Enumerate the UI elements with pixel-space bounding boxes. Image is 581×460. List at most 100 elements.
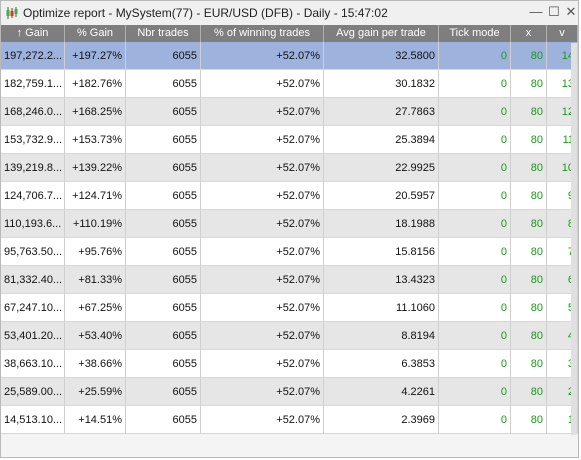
table-row[interactable]: 14,513.10...+14.51%6055+52.07%2.39690801 [1,406,578,434]
column-header-nbr-trades[interactable]: Nbr trades [126,25,201,42]
column-header-label: Avg gain per trade [336,27,426,39]
cell-gain: 81,332.40... [1,266,65,294]
table-row[interactable]: 67,247.10... +67.25% 6055 +52.07% 11.1060 0 80… [1,294,578,322]
column-header-label: Gain [25,27,49,39]
cell-avg-gain-per-trade: 6.3853 [324,350,439,378]
column-header-pct-winning-trades[interactable]: % of winning trades [201,25,324,42]
cell-x: 80 [511,98,547,126]
cell-pct-gain: +81.33% [65,266,126,294]
cell-x: 80 [511,210,547,238]
cell-tick-mode: 0 [439,210,511,238]
column-header-avg-gain-per-trade[interactable]: Avg gain per trade [324,25,439,42]
cell-pct-gain: +14.51% [65,406,126,434]
cell-gain: 153,732.9... [1,126,65,154]
sort-ascending-icon: ↑ [16,27,26,39]
cell-pct-winning-trades: +52.07% [201,406,324,434]
table-row[interactable]: 25,589.00...+25.59%6055+52.07%4.22610802 [1,378,578,406]
column-header-label: % Gain [76,27,114,39]
cell-pct-winning-trades: +52.07% [201,70,324,98]
minimize-button[interactable]: — [529,4,543,19]
cell-avg-gain-per-trade: 32.5800 [324,42,439,70]
cell-x: 80 [511,182,547,210]
cell-nbr-trades: 6055 [126,294,201,322]
cell-x: 80 [511,322,547,350]
table-row[interactable]: 153,732.9... +153.73% 6055 +52.07% 25.3894 0 8… [1,126,578,154]
cell-pct-winning-trades: +52.07% [201,322,324,350]
cell-avg-gain-per-trade: 27.7863 [324,98,439,126]
cell-nbr-trades: 6055 [126,154,201,182]
table-row[interactable]: 95,763.50... +95.76% 6055 +52.07% 15.8156 0 80… [1,238,578,266]
column-header-label: Nbr trades [137,27,189,39]
cell-x: 80 [511,350,547,378]
table-row[interactable]: 197,272.2... +197.27% 6055 +52.07% 32.5800 0 8… [1,42,578,70]
cell-avg-gain-per-trade: 11.1060 [324,294,439,322]
column-header-pct-gain[interactable]: % Gain [65,25,126,42]
table-row[interactable]: 53,401.20...+53.40%6055+52.07%8.81940804 [1,322,578,350]
column-header-label: x [525,27,532,39]
cell-avg-gain-per-trade: 25.3894 [324,126,439,154]
cell-pct-winning-trades: +52.07% [201,350,324,378]
cell-nbr-trades: 6055 [126,266,201,294]
table-row[interactable]: 110,193.6... +110.19% 6055 +52.07% 18.1988 0 8… [1,210,578,238]
cell-pct-winning-trades: +52.07% [201,98,324,126]
table-row[interactable]: 38,663.10...+38.66%6055+52.07%6.38530803 [1,350,578,378]
status-bar [1,435,578,457]
close-button[interactable]: ✕ [565,4,577,19]
cell-pct-winning-trades: +52.07% [201,42,324,70]
table-header: ↑ Gain % Gain Nbr trades % of winning trade… [1,25,578,42]
cell-tick-mode: 0 [439,378,511,406]
cell-gain: 124,706.7... [1,182,65,210]
cell-nbr-trades: 6055 [126,182,201,210]
cell-pct-gain: +153.73% [65,126,126,154]
column-header-label: % of winning trades [214,27,310,39]
cell-pct-winning-trades: +52.07% [201,238,324,266]
table-row[interactable]: 139,219.8... +139.22% 6055 +52.07% 22.9925 0 8… [1,154,578,182]
table-row[interactable]: 182,759.1... +182.76% 6055 +52.07% 30.1832 0 8… [1,70,578,98]
cell-tick-mode: 0 [439,266,511,294]
table-row[interactable]: 124,706.7... +124.71% 6055 +52.07% 20.5957 0 8… [1,182,578,210]
cell-x: 80 [511,406,547,434]
cell-gain: 168,246.0... [1,98,65,126]
column-header-v[interactable]: v [547,25,578,42]
cell-nbr-trades: 6055 [126,98,201,126]
window-title: Optimize report - MySystem(77) - EUR/USD… [23,6,388,20]
cell-tick-mode: 0 [439,322,511,350]
cell-gain: 67,247.10... [1,294,65,322]
cell-gain: 14,513.10... [1,406,65,434]
cell-gain: 182,759.1... [1,70,65,98]
cell-pct-gain: +197.27% [65,42,126,70]
cell-pct-winning-trades: +52.07% [201,378,324,406]
column-header-tick-mode[interactable]: Tick mode [439,25,511,42]
cell-pct-winning-trades: +52.07% [201,154,324,182]
cell-avg-gain-per-trade: 8.8194 [324,322,439,350]
column-header-gain[interactable]: ↑ Gain [1,25,65,42]
table-row[interactable]: 168,246.0... +168.25% 6055 +52.07% 27.7863 0 8… [1,98,578,126]
cell-avg-gain-per-trade: 30.1832 [324,70,439,98]
cell-tick-mode: 0 [439,42,511,70]
cell-x: 80 [511,70,547,98]
cell-pct-gain: +38.66% [65,350,126,378]
column-header-label: Tick mode [449,27,500,39]
cell-nbr-trades: 6055 [126,322,201,350]
table-row[interactable]: 81,332.40... +81.33% 6055 +52.07% 13.4323 0 80… [1,266,578,294]
cell-x: 80 [511,266,547,294]
cell-gain: 95,763.50... [1,238,65,266]
maximize-button[interactable]: ☐ [548,4,560,19]
cell-pct-winning-trades: +52.07% [201,126,324,154]
column-header-x[interactable]: x [511,25,547,42]
cell-tick-mode: 0 [439,182,511,210]
cell-avg-gain-per-trade: 22.9925 [324,154,439,182]
cell-pct-gain: +25.59% [65,378,126,406]
cell-avg-gain-per-trade: 20.5957 [324,182,439,210]
cell-x: 80 [511,378,547,406]
cell-nbr-trades: 6055 [126,406,201,434]
cell-avg-gain-per-trade: 13.4323 [324,266,439,294]
cell-tick-mode: 0 [439,350,511,378]
cell-nbr-trades: 6055 [126,210,201,238]
cell-tick-mode: 0 [439,154,511,182]
vertical-scrollbar[interactable] [571,43,577,435]
title-bar[interactable]: Optimize report - MySystem(77) - EUR/USD… [1,1,578,26]
cell-avg-gain-per-trade: 4.2261 [324,378,439,406]
cell-pct-winning-trades: +52.07% [201,182,324,210]
